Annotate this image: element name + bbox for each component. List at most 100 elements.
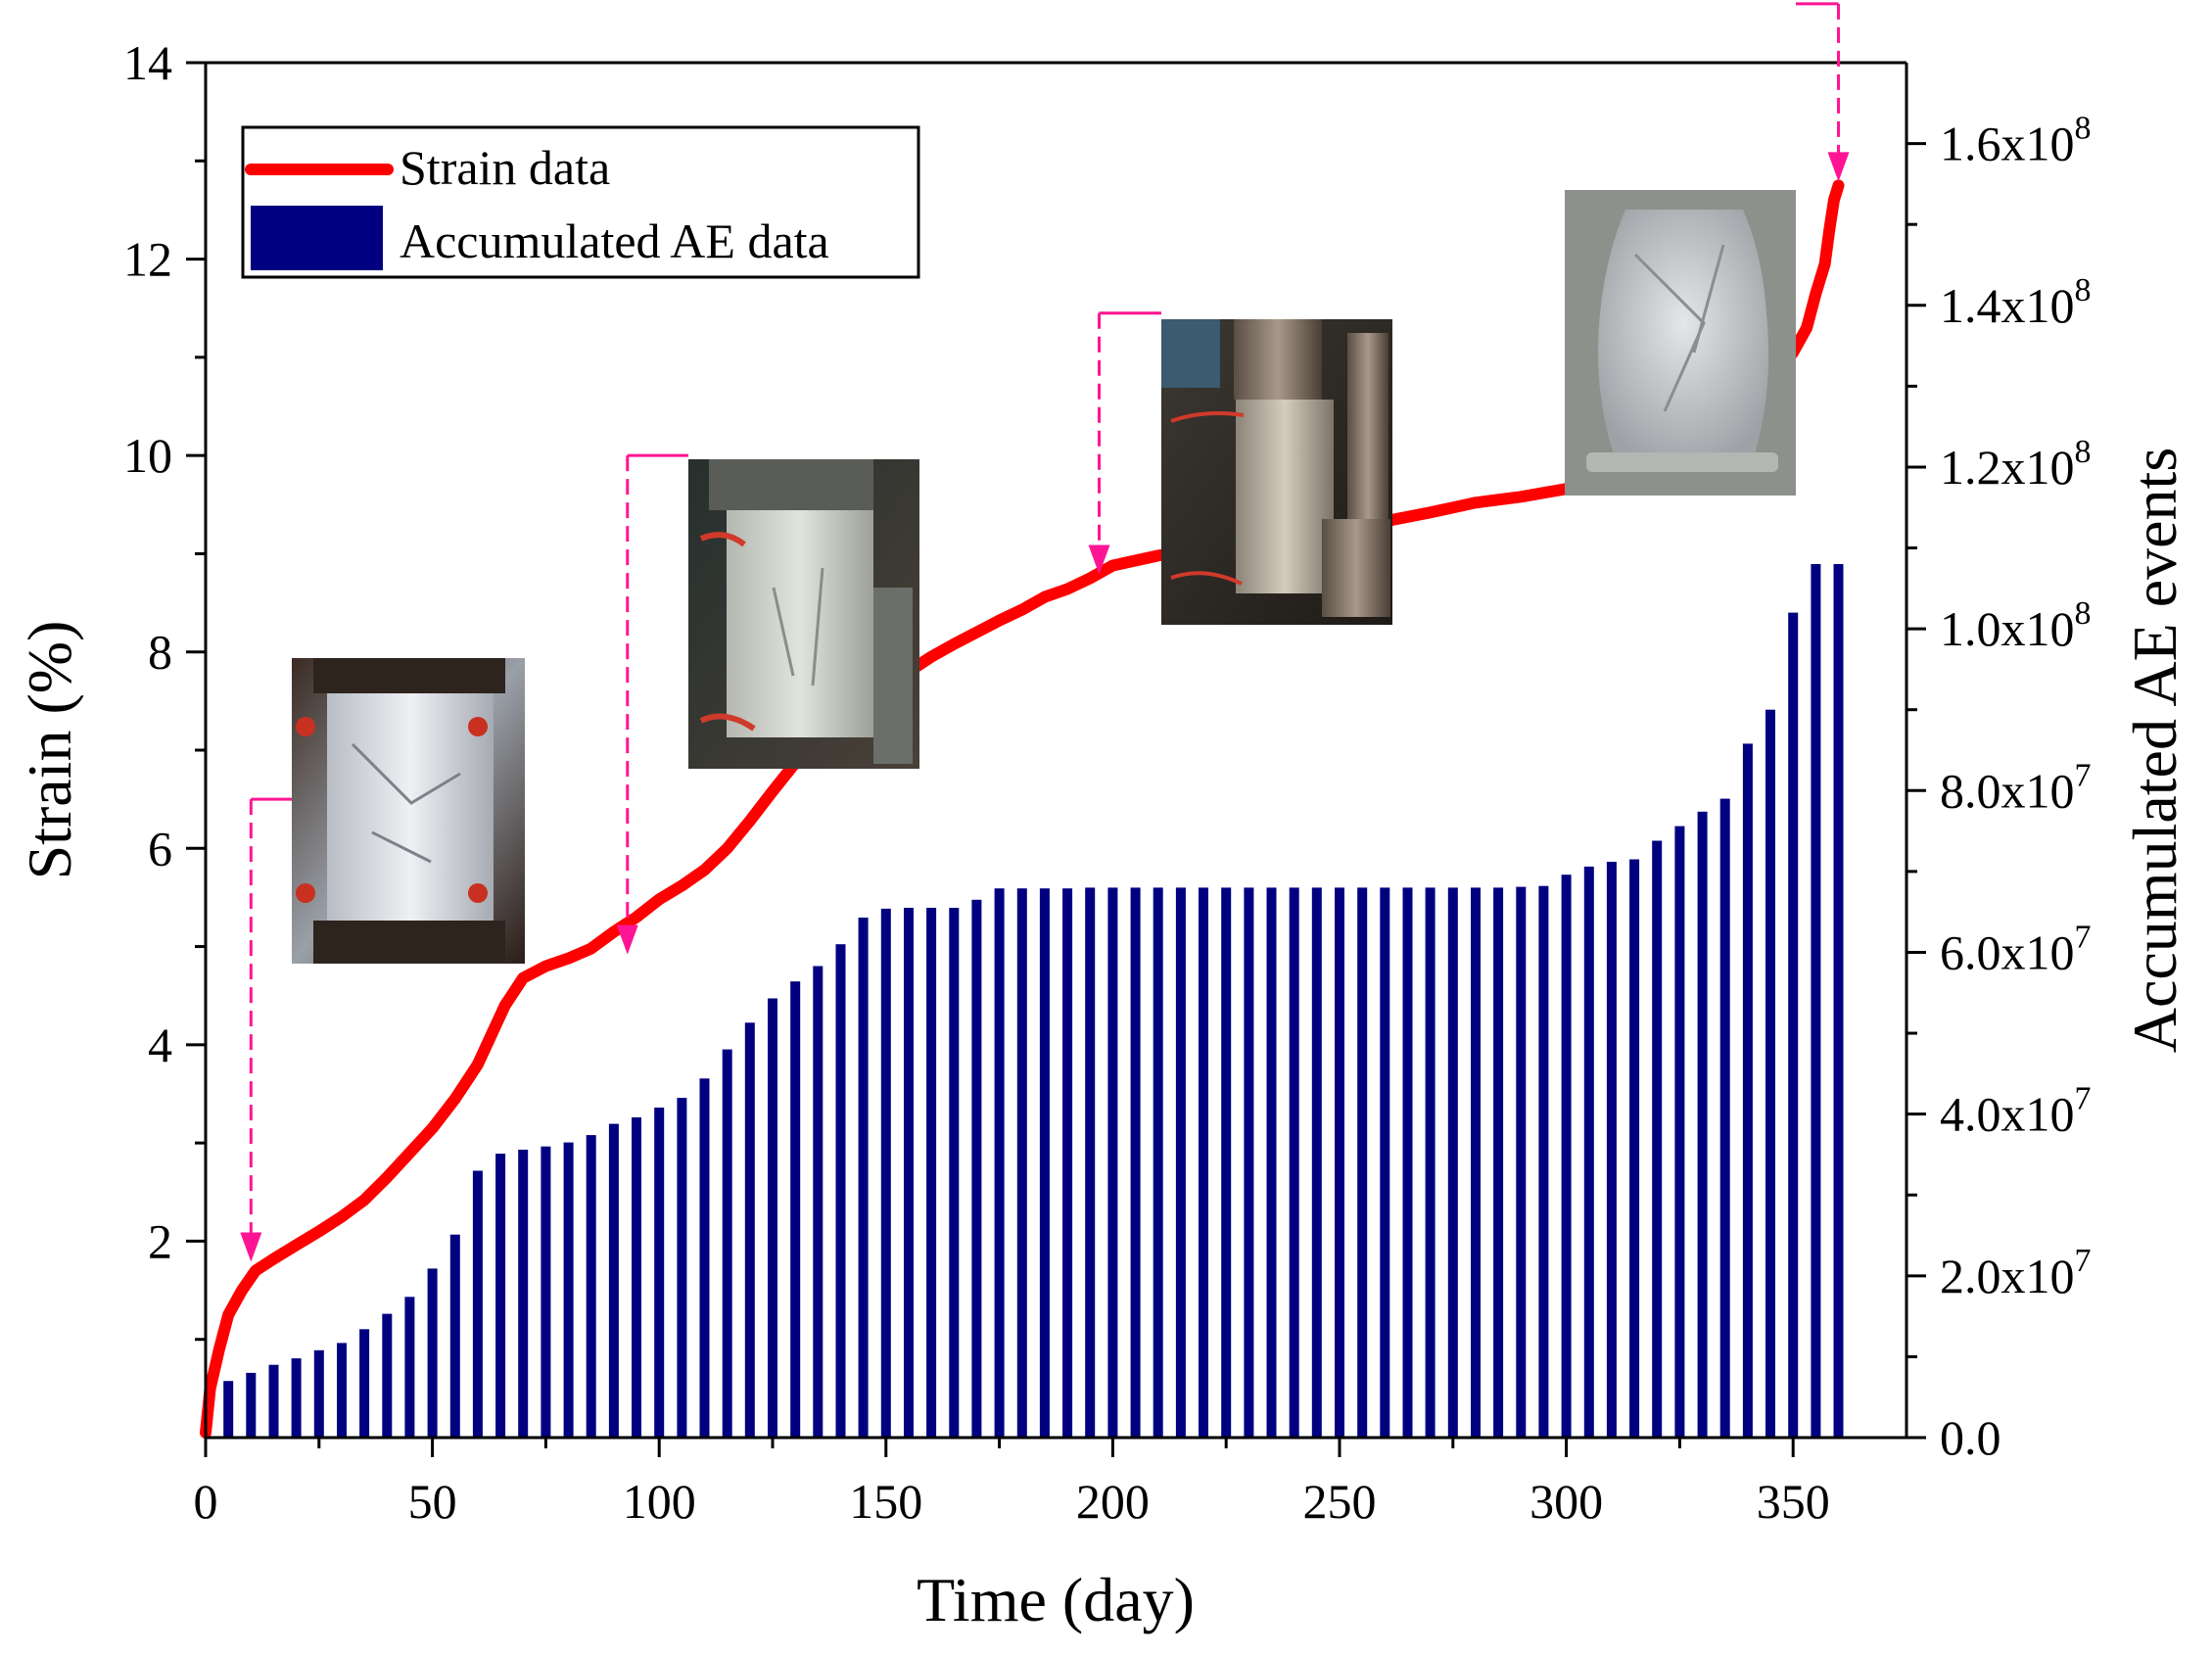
specimen-photo-4 <box>1565 190 1796 496</box>
ae-bar <box>744 1022 755 1438</box>
ae-bar <box>472 1170 483 1438</box>
x-tick-label: 150 <box>849 1474 922 1529</box>
legend-strain-label: Strain data <box>400 140 610 195</box>
y-right-axis-title: Accumulated AE events <box>2120 448 2189 1053</box>
ae-bar <box>949 908 960 1438</box>
y-right-tick-label: 1.0x108 <box>1940 595 2092 656</box>
x-tick-label: 350 <box>1757 1474 1830 1529</box>
annotation-arrowhead <box>1827 152 1850 182</box>
y-right-tick-label: 2.0x107 <box>1940 1243 2092 1303</box>
ae-bar <box>654 1108 665 1438</box>
ae-bar <box>1811 564 1821 1438</box>
ae-bar <box>1085 887 1096 1438</box>
y-right-tick-label: 1.6x108 <box>1940 111 2092 171</box>
y-left-tick-label: 6 <box>148 821 172 875</box>
annotation-arrows <box>240 2 1850 1262</box>
y-left-tick-label: 8 <box>148 625 172 680</box>
ae-bar <box>880 908 891 1438</box>
ae-bar <box>1833 564 1844 1438</box>
ae-bar <box>813 966 824 1438</box>
ae-bar <box>313 1349 324 1438</box>
ae-bar <box>1335 887 1344 1438</box>
x-tick-label: 0 <box>194 1474 218 1529</box>
ae-bar <box>586 1135 596 1438</box>
ae-bar <box>971 899 982 1438</box>
y-right-tick-label: 6.0x107 <box>1940 919 2092 979</box>
ae-bar <box>495 1154 506 1438</box>
ae-bar <box>1765 709 1775 1438</box>
ae-bar <box>835 944 846 1438</box>
ae-bar <box>1606 862 1617 1438</box>
ae-bar <box>1538 885 1549 1438</box>
ae-bar <box>1402 887 1413 1438</box>
axis-ticks: 0 50 100 150 200 250 300 350 2 4 6 8 10 12 14 0.0 2.0x10… <box>123 35 2092 1529</box>
ae-bar <box>404 1297 415 1438</box>
annotation-arrowhead <box>240 1232 262 1262</box>
ae-bar <box>1039 888 1050 1438</box>
ae-bar <box>541 1146 551 1438</box>
ae-bar <box>1153 887 1163 1438</box>
annotation-arrowhead <box>616 924 638 955</box>
ae-bar <box>427 1268 438 1438</box>
x-tick-label: 50 <box>408 1474 457 1529</box>
ae-bar <box>699 1078 710 1438</box>
ae-bar <box>382 1313 393 1438</box>
y-left-axis-title: Strain (%) <box>15 621 84 880</box>
ae-bar <box>246 1372 257 1438</box>
ae-bar <box>768 998 777 1438</box>
specimen-photo-1 <box>292 658 525 964</box>
y-right-tick-label: 1.2x108 <box>1940 434 2092 495</box>
ae-bar <box>563 1142 574 1438</box>
ae-bar <box>926 908 937 1438</box>
ae-bar <box>1674 826 1685 1438</box>
legend-ae-swatch <box>251 206 383 270</box>
y-right-tick-label: 8.0x107 <box>1940 757 2092 818</box>
y-left-tick-label: 10 <box>123 428 172 483</box>
ae-bar <box>1425 887 1435 1438</box>
ae-bar <box>608 1123 619 1438</box>
ae-bar <box>1447 887 1458 1438</box>
ae-bar <box>1130 887 1141 1438</box>
ae-bar <box>1311 887 1322 1438</box>
ae-bar <box>790 981 801 1438</box>
x-axis-title: Time (day) <box>917 1565 1195 1634</box>
ae-bar <box>1289 887 1299 1438</box>
annotation-arrowhead <box>1088 544 1110 575</box>
x-tick-label: 200 <box>1076 1474 1150 1529</box>
y-left-tick-label: 14 <box>123 35 172 90</box>
ae-bar <box>449 1234 460 1438</box>
ae-bar <box>1719 798 1730 1438</box>
y-left-tick-label: 12 <box>123 232 172 287</box>
specimen-photo-3 <box>1161 319 1392 625</box>
ae-bar <box>904 908 914 1438</box>
ae-bar <box>1493 887 1504 1438</box>
ae-bar <box>1380 887 1390 1438</box>
ae-bar <box>1199 887 1208 1438</box>
plot-frame <box>204 61 1908 1440</box>
ae-bar <box>1266 887 1277 1438</box>
ae-bar <box>1221 887 1232 1438</box>
ae-bar <box>1244 887 1254 1438</box>
ae-bar <box>1107 887 1118 1438</box>
ae-bar <box>677 1098 687 1438</box>
ae-bar <box>1016 888 1027 1438</box>
ae-bar <box>1742 743 1753 1438</box>
ae-bar <box>518 1150 529 1438</box>
ae-bar <box>1583 866 1594 1438</box>
ae-bar <box>1788 612 1799 1438</box>
ae-bar <box>291 1358 302 1438</box>
y-left-tick-label: 4 <box>148 1017 172 1072</box>
ae-bar <box>1175 887 1186 1438</box>
ae-bars-layer <box>223 564 1844 1438</box>
ae-bar <box>722 1049 732 1438</box>
ae-bar <box>1357 887 1368 1438</box>
ae-bar <box>632 1117 641 1438</box>
ae-bar <box>1062 888 1073 1438</box>
ae-bar <box>1652 840 1663 1438</box>
ae-bar <box>359 1329 370 1438</box>
ae-bar <box>1471 887 1481 1438</box>
ae-bar <box>1629 859 1640 1438</box>
y-left-tick-label: 2 <box>148 1213 172 1268</box>
